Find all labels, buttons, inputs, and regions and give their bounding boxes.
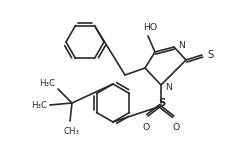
- Text: O: O: [172, 123, 179, 132]
- Text: H₃C: H₃C: [31, 100, 47, 109]
- Text: N: N: [177, 41, 184, 50]
- Text: S: S: [158, 98, 165, 108]
- Text: H₃C: H₃C: [39, 79, 55, 88]
- Text: HO: HO: [142, 23, 156, 32]
- Text: CH₃: CH₃: [64, 127, 80, 136]
- Text: O: O: [142, 123, 149, 132]
- Text: N: N: [164, 84, 171, 93]
- Text: S: S: [206, 50, 212, 60]
